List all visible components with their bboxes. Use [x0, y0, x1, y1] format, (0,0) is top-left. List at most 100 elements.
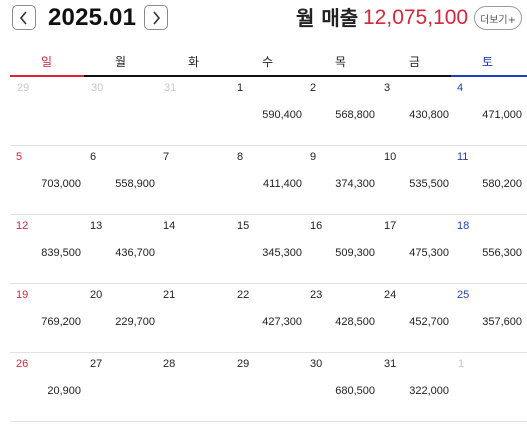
daily-sales-amount: 428,500	[335, 316, 375, 328]
daily-sales-amount: 430,800	[409, 109, 449, 121]
calendar-day-cell[interactable]: 25 357,600	[451, 284, 524, 352]
day-number: 15	[237, 220, 250, 232]
day-number: 3	[384, 82, 391, 94]
calendar-day-cell[interactable]: 5 703,000	[10, 146, 83, 214]
calendar-day-cell[interactable]: 17 475,300	[378, 215, 451, 283]
calendar-day-cell[interactable]: 15 345,300	[231, 215, 304, 283]
next-month-button[interactable]	[144, 5, 168, 30]
day-number: 30	[310, 358, 323, 370]
day-number: 23	[310, 289, 323, 301]
calendar-day-cell[interactable]: 28	[157, 353, 230, 421]
daily-sales-amount: 680,500	[335, 385, 375, 397]
calendar-day-cell[interactable]: 20 229,700	[84, 284, 157, 352]
weekday-sun: 일	[40, 55, 53, 69]
day-number: 1	[237, 82, 244, 94]
calendar-day-cell[interactable]: 12 839,500	[10, 215, 83, 283]
calendar-day-cell[interactable]: 14	[157, 215, 230, 283]
weekday-header: 일 월 화 수 목 금 토	[10, 52, 527, 77]
calendar-day-cell[interactable]: 8 411,400	[231, 146, 304, 214]
calendar-day-cell[interactable]: 30	[84, 77, 157, 145]
calendar-day-cell[interactable]: 10 535,500	[378, 146, 451, 214]
calendar-day-cell[interactable]: 18 556,300	[451, 215, 524, 283]
day-number: 18	[457, 220, 470, 232]
daily-sales-amount: 471,000	[482, 109, 522, 121]
daily-sales-amount: 322,000	[409, 385, 449, 397]
calendar-grid: 29 30 31 1 590,400 2 568,800 3 430,800 4 471,000 5 7…	[10, 77, 527, 424]
calendar-day-cell[interactable]: 9 374,300	[304, 146, 377, 214]
calendar-day-cell[interactable]: 7	[157, 146, 230, 214]
daily-sales-amount: 436,700	[115, 247, 155, 259]
daily-sales-amount: 411,400	[263, 178, 302, 190]
day-number: 31	[384, 358, 397, 370]
daily-sales-amount: 229,700	[115, 316, 155, 328]
day-number: 30	[91, 82, 104, 94]
day-number: 13	[90, 220, 103, 232]
chevron-right-icon	[153, 10, 161, 25]
day-number: 5	[16, 151, 23, 163]
calendar-day-cell[interactable]: 27	[84, 353, 157, 421]
calendar-day-cell[interactable]: 2 568,800	[304, 77, 377, 145]
day-number: 8	[237, 151, 244, 163]
day-number: 16	[310, 220, 323, 232]
calendar-day-cell[interactable]: 29	[231, 353, 304, 421]
day-number: 10	[384, 151, 397, 163]
sunday-accent-line	[10, 75, 84, 77]
daily-sales-amount: 703,000	[41, 178, 81, 190]
calendar-week-row: 5 703,000 6 558,900 7 8 411,400 9 374,300 10 535,5…	[10, 146, 527, 215]
daily-sales-amount: 20,900	[47, 385, 81, 397]
calendar-day-cell[interactable]: 31 322,000	[378, 353, 451, 421]
calendar-day-cell[interactable]: 3 430,800	[378, 77, 451, 145]
day-number: 24	[384, 289, 397, 301]
calendar-day-cell[interactable]: 11 580,200	[451, 146, 524, 214]
day-number: 4	[457, 82, 464, 94]
daily-sales-amount: 839,500	[41, 247, 81, 259]
daily-sales-amount: 374,300	[335, 178, 375, 190]
calendar-day-cell[interactable]: 23 428,500	[304, 284, 377, 352]
calendar-week-row: 26 20,900 27 28 29 30 680,500 31 322,000 1	[10, 353, 527, 422]
calendar-day-cell[interactable]: 24 452,700	[378, 284, 451, 352]
calendar-week-row: 29 30 31 1 590,400 2 568,800 3 430,800 4 471,000	[10, 77, 527, 146]
daily-sales-amount: 590,400	[262, 109, 302, 121]
day-number: 27	[90, 358, 103, 370]
daily-sales-amount: 427,300	[262, 316, 302, 328]
day-number: 14	[163, 220, 176, 232]
day-number: 21	[163, 289, 176, 301]
calendar-day-cell[interactable]: 13 436,700	[84, 215, 157, 283]
calendar-day-cell[interactable]: 26 20,900	[10, 353, 83, 421]
daily-sales-amount: 556,300	[482, 247, 522, 259]
calendar-day-cell[interactable]: 31	[157, 77, 230, 145]
day-number: 2	[310, 82, 317, 94]
weekday-divider	[10, 75, 527, 77]
calendar-header: 2025.01 월 매출 12,075,100 더보기+	[0, 0, 527, 40]
calendar-day-cell[interactable]: 19 769,200	[10, 284, 83, 352]
prev-month-button[interactable]	[12, 5, 36, 30]
calendar-day-cell[interactable]: 16 509,300	[304, 215, 377, 283]
calendar-day-cell[interactable]: 21	[157, 284, 230, 352]
calendar-week-row: 19 769,200 20 229,700 21 22 427,300 23 428,500 24…	[10, 284, 527, 353]
calendar-day-cell[interactable]: 1 590,400	[231, 77, 304, 145]
monthly-sales-label: 월 매출	[296, 6, 359, 30]
daily-sales-amount: 345,300	[262, 247, 302, 259]
daily-sales-amount: 357,600	[482, 316, 522, 328]
monthly-sales-value: 12,075,100	[363, 6, 469, 29]
day-number: 7	[163, 151, 170, 163]
saturday-accent-line	[451, 75, 527, 77]
weekday-mon: 월	[114, 55, 127, 69]
calendar-week-row: 12 839,500 13 436,700 14 15 345,300 16 509,300 17…	[10, 215, 527, 284]
daily-sales-amount: 568,800	[335, 109, 375, 121]
month-title: 2025.01	[48, 4, 137, 31]
calendar-day-cell[interactable]: 1	[451, 353, 524, 421]
day-number: 22	[237, 289, 250, 301]
more-button[interactable]: 더보기+	[474, 6, 522, 30]
weekday-fri: 금	[408, 55, 421, 69]
day-number: 29	[237, 358, 250, 370]
weekday-wed: 수	[261, 55, 274, 69]
day-number: 12	[16, 220, 29, 232]
daily-sales-amount: 769,200	[41, 316, 81, 328]
daily-sales-amount: 558,900	[115, 178, 155, 190]
calendar-day-cell[interactable]: 6 558,900	[84, 146, 157, 214]
calendar-day-cell[interactable]: 30 680,500	[304, 353, 377, 421]
calendar-day-cell[interactable]: 29	[10, 77, 83, 145]
calendar-day-cell[interactable]: 4 471,000	[451, 77, 524, 145]
calendar-day-cell[interactable]: 22 427,300	[231, 284, 304, 352]
